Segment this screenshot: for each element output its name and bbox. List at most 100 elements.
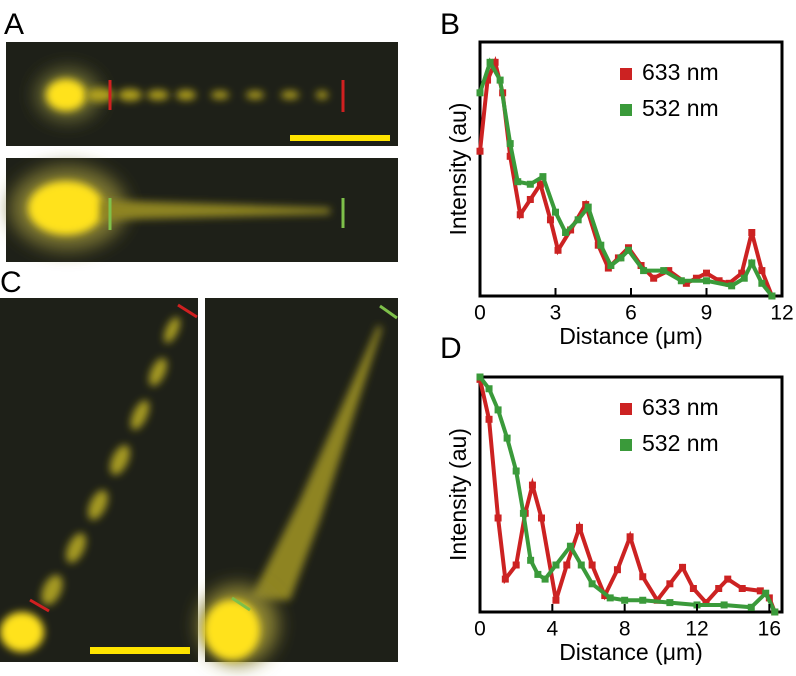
data-point (491, 58, 499, 66)
data-point (519, 509, 527, 517)
data-point (494, 406, 502, 414)
data-point (577, 561, 585, 569)
data-point (679, 563, 687, 571)
legend-marker (620, 68, 632, 80)
data-point (506, 152, 514, 160)
data-point (677, 277, 685, 285)
data-point (552, 208, 559, 216)
plot-frame (478, 375, 784, 614)
data-point (484, 76, 492, 84)
y-axis-label: Intensity (au) (445, 103, 471, 236)
data-point (715, 585, 723, 592)
data-point (665, 267, 673, 275)
data-point (588, 580, 596, 588)
data-point (526, 180, 534, 188)
data-point (689, 585, 697, 592)
data-point (501, 575, 509, 583)
data-point (728, 282, 736, 290)
data-point (512, 467, 520, 475)
data-point (666, 599, 674, 607)
panel-label: B (440, 8, 460, 41)
data-point (639, 573, 647, 581)
x-tick-label: 12 (770, 302, 793, 325)
data-point (526, 195, 534, 203)
data-point (621, 596, 629, 604)
data-point (758, 279, 766, 287)
data-point (512, 561, 520, 569)
data-point (537, 514, 545, 522)
legend-label: 633 nm (642, 394, 719, 420)
data-point (771, 608, 779, 616)
data-point (554, 246, 562, 254)
data-point (624, 246, 632, 254)
data-point (496, 76, 504, 84)
data-point (724, 575, 732, 583)
data-point (613, 566, 621, 574)
data-point (476, 89, 484, 97)
data-point (597, 241, 605, 249)
data-point (703, 277, 710, 285)
data-point (682, 279, 690, 287)
data-point (528, 481, 536, 489)
data-point (516, 211, 524, 219)
data-point (606, 594, 614, 602)
panel-label: A (4, 8, 24, 41)
data-point (748, 259, 756, 267)
data-point (740, 274, 748, 282)
data-point (650, 274, 658, 282)
data-point (588, 561, 596, 569)
x-tick-label: 6 (625, 302, 637, 325)
data-point (748, 229, 756, 236)
micrograph (6, 158, 398, 262)
data-point (506, 140, 514, 148)
x-axis-label: Distance (μm) (559, 323, 703, 349)
data-point (476, 147, 484, 155)
data-point (756, 587, 764, 595)
data-point (541, 575, 549, 583)
plot-frame (478, 40, 784, 298)
data-point (552, 596, 560, 604)
x-tick-label: 3 (550, 302, 562, 325)
data-point (485, 385, 493, 393)
data-point (617, 254, 625, 262)
data-point (536, 180, 544, 188)
x-tick-label: 12 (685, 618, 708, 641)
data-point (768, 292, 776, 300)
legend-label: 532 nm (642, 95, 719, 121)
data-point (666, 580, 674, 588)
data-line (478, 57, 774, 298)
data-point (702, 599, 710, 607)
data-point (692, 274, 700, 282)
micrograph (6, 42, 398, 146)
x-tick-label: 8 (619, 618, 631, 641)
data-point (607, 262, 615, 270)
data-point (546, 216, 554, 224)
data-point (486, 58, 494, 66)
data-point (514, 178, 522, 186)
data-point (660, 267, 668, 275)
data-point (494, 514, 502, 522)
data-point (738, 269, 746, 277)
data-point (575, 523, 583, 531)
data-point (503, 434, 511, 442)
legend-marker (620, 403, 632, 415)
data-point (584, 203, 592, 211)
data-point (574, 216, 582, 224)
data-point (758, 267, 766, 275)
data-point (762, 589, 770, 597)
panel-label: C (0, 266, 22, 299)
data-point (552, 561, 560, 569)
micrograph (0, 298, 198, 662)
legend-label: 532 nm (642, 430, 719, 456)
data-line (478, 375, 777, 613)
data-point (539, 173, 547, 181)
data-point (563, 561, 571, 569)
data-point (534, 570, 542, 578)
micrograph (198, 298, 398, 665)
data-point (639, 596, 647, 604)
x-tick-label: 0 (474, 618, 486, 641)
data-point (720, 601, 728, 609)
x-axis-label: Distance (μm) (559, 639, 703, 665)
data-point (476, 373, 484, 381)
